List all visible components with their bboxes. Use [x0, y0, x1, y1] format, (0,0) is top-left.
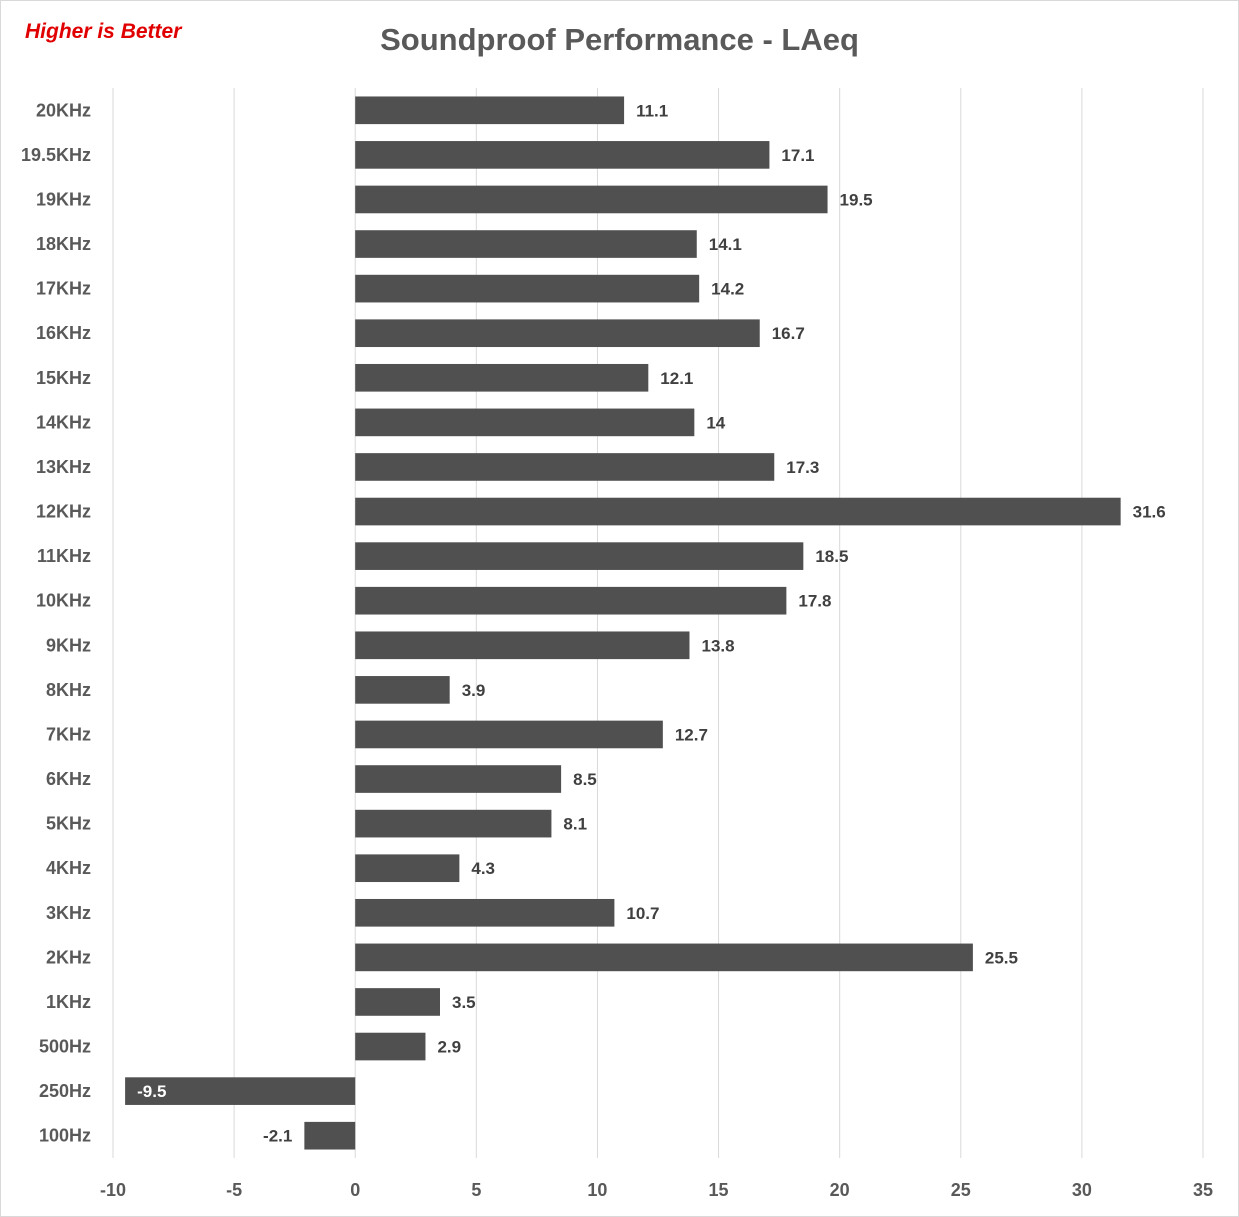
x-tick-labels: -10 -5 0 5 10 15 20 25 30 35: [100, 1180, 1213, 1200]
x-tick-label: 25: [951, 1180, 971, 1200]
data-label: -9.5: [137, 1082, 166, 1101]
bar: [355, 676, 450, 704]
category-label: 18KHz: [36, 234, 91, 254]
data-label: 2.9: [437, 1038, 461, 1057]
data-label: 8.1: [563, 815, 587, 834]
data-labels: 11.1 17.1 19.5 14.1 14.2 16.7 12.1 14 17.3 31.6 18…: [137, 101, 1166, 1145]
x-tick-label: 0: [350, 1180, 360, 1200]
category-label: 1KHz: [46, 992, 91, 1012]
bar: [355, 809, 552, 838]
category-label: 6KHz: [46, 769, 91, 789]
bar: [355, 363, 649, 392]
category-label: 100Hz: [39, 1126, 91, 1146]
bars: [125, 96, 1121, 1150]
bar: [125, 1077, 356, 1105]
category-label: 17KHz: [36, 279, 91, 299]
category-label: 19.5KHz: [21, 145, 91, 165]
bar: [355, 96, 625, 125]
data-label: 14.2: [711, 280, 744, 299]
category-label: 8KHz: [46, 680, 91, 700]
data-label: 8.5: [573, 770, 597, 789]
category-label: 2KHz: [46, 947, 91, 967]
bar: [355, 453, 775, 481]
data-label: 12.7: [675, 725, 708, 744]
data-label: -2.1: [263, 1127, 292, 1146]
data-label: 3.9: [462, 681, 486, 700]
bar: [355, 230, 697, 258]
x-tick-label: 15: [709, 1180, 729, 1200]
bar: [355, 185, 828, 214]
x-tick-label: 10: [587, 1180, 607, 1200]
data-label: 12.1: [660, 369, 693, 388]
x-tick-label: 5: [471, 1180, 481, 1200]
x-tick-label: -10: [100, 1180, 126, 1200]
data-label: 18.5: [815, 547, 848, 566]
data-label: 3.5: [452, 993, 476, 1012]
bar: [355, 1032, 426, 1061]
x-tick-label: 30: [1072, 1180, 1092, 1200]
bar: [304, 1121, 356, 1150]
category-label: 3KHz: [46, 903, 91, 923]
data-label: 17.3: [786, 458, 819, 477]
category-label: 16KHz: [36, 323, 91, 343]
data-label: 10.7: [626, 904, 659, 923]
bar: [355, 408, 695, 437]
x-tick-label: 35: [1193, 1180, 1213, 1200]
category-label: 15KHz: [36, 368, 91, 388]
category-label: 13KHz: [36, 457, 91, 477]
category-label: 19KHz: [36, 189, 91, 209]
bar: [355, 988, 440, 1016]
data-label: 13.8: [701, 636, 734, 655]
bar: [355, 631, 690, 660]
data-label: 14: [706, 413, 725, 432]
x-tick-label: -5: [226, 1180, 242, 1200]
bar: [355, 765, 562, 793]
category-label: 7KHz: [46, 724, 91, 744]
category-label: 10KHz: [36, 591, 91, 611]
data-label: 25.5: [985, 948, 1018, 967]
bar: [355, 854, 460, 883]
bar: [355, 319, 760, 348]
category-label: 12KHz: [36, 502, 91, 522]
bar: [355, 274, 700, 303]
x-tick-label: 20: [830, 1180, 850, 1200]
bar: [355, 586, 787, 615]
data-label: 16.7: [772, 324, 805, 343]
category-label: 5KHz: [46, 814, 91, 834]
category-label: 500Hz: [39, 1037, 91, 1057]
category-label: 11KHz: [37, 546, 91, 566]
bar: [355, 542, 804, 570]
bar: [355, 898, 615, 927]
category-label: 250Hz: [39, 1081, 91, 1101]
bar: [355, 720, 663, 749]
data-label: 31.6: [1133, 503, 1166, 522]
bar: [355, 141, 770, 169]
bar: [355, 497, 1121, 526]
category-label: 4KHz: [46, 858, 91, 878]
category-label: 9KHz: [46, 635, 91, 655]
gridlines: [112, 88, 1204, 1158]
bar: [355, 943, 973, 972]
higher-is-better-note: Higher is Better: [25, 20, 182, 43]
data-label: 17.1: [781, 146, 814, 165]
category-label: 20KHz: [36, 100, 91, 120]
data-label: 4.3: [471, 859, 495, 878]
category-labels: 20KHz 19.5KHz 19KHz 18KHz 17KHz 16KHz 15KHz 14K…: [21, 100, 91, 1145]
data-label: 14.1: [709, 235, 742, 254]
data-label: 19.5: [840, 190, 873, 209]
category-label: 14KHz: [36, 412, 91, 432]
chart-title: Soundproof Performance - LAeq: [380, 22, 859, 57]
data-label: 11.1: [636, 101, 668, 120]
data-label: 17.8: [798, 592, 831, 611]
